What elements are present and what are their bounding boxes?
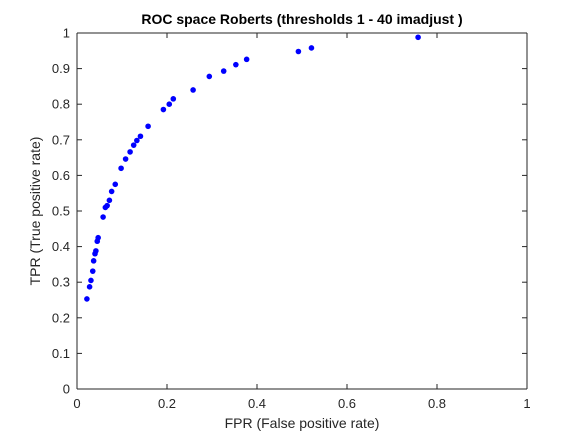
- y-tick-label: 0.5: [52, 204, 70, 219]
- data-point: [86, 284, 93, 290]
- y-tick-label: 0.2: [52, 310, 70, 325]
- data-point: [243, 56, 250, 63]
- data-point: [170, 96, 177, 102]
- x-tick-label: 0.6: [338, 396, 356, 411]
- data-point: [108, 188, 115, 195]
- data-point: [145, 123, 151, 130]
- data-point: [190, 87, 196, 93]
- y-tick-label: 0: [63, 382, 70, 397]
- data-point: [88, 277, 94, 284]
- data-point: [127, 149, 133, 155]
- x-tick-label: 1: [523, 396, 530, 411]
- data-point: [112, 181, 119, 188]
- x-tick-label: 0: [73, 396, 80, 411]
- data-point: [137, 133, 144, 140]
- data-point: [95, 234, 101, 241]
- data-point: [122, 156, 129, 162]
- y-tick-label: 0.7: [52, 132, 70, 147]
- data-point: [415, 34, 421, 41]
- y-tick-label: 0.6: [52, 168, 70, 183]
- chart-title: ROC space Roberts (thresholds 1 - 40 ima…: [141, 11, 462, 27]
- y-tick-label: 0.9: [52, 61, 70, 76]
- y-tick-label: 1: [63, 26, 70, 41]
- data-point: [90, 258, 97, 264]
- ticks: 0 0.2 0.4 0.6 0.8 1 0 0.1 0.2 0.3 0.4 0.5 0.6 0.7 0.8 0…: [52, 26, 531, 412]
- data-point: [166, 101, 173, 107]
- plot-area: [77, 33, 527, 389]
- x-tick-label: 0.8: [428, 396, 446, 411]
- y-tick-label: 0.3: [52, 275, 70, 290]
- data-point: [89, 268, 96, 274]
- data-point: [130, 142, 137, 148]
- y-tick-label: 0.4: [52, 239, 70, 254]
- y-tick-label: 0.1: [52, 346, 70, 361]
- data-point: [84, 296, 90, 302]
- data-points: [84, 34, 421, 302]
- data-point: [104, 202, 110, 209]
- x-axis-label: FPR (False positive rate): [225, 415, 380, 431]
- data-point: [308, 45, 315, 51]
- data-point: [118, 165, 124, 172]
- data-point: [295, 48, 302, 55]
- x-tick-label: 0.4: [248, 396, 266, 411]
- data-point: [160, 106, 167, 113]
- data-point: [206, 73, 213, 80]
- data-point: [233, 61, 239, 68]
- y-axis-label: TPR (True positive rate): [27, 137, 43, 286]
- data-point: [106, 197, 113, 204]
- data-point: [220, 68, 227, 74]
- data-point: [134, 137, 140, 144]
- x-tick-label: 0.2: [158, 396, 176, 411]
- data-point: [100, 214, 106, 220]
- data-point: [93, 248, 99, 254]
- y-tick-label: 0.8: [52, 97, 70, 112]
